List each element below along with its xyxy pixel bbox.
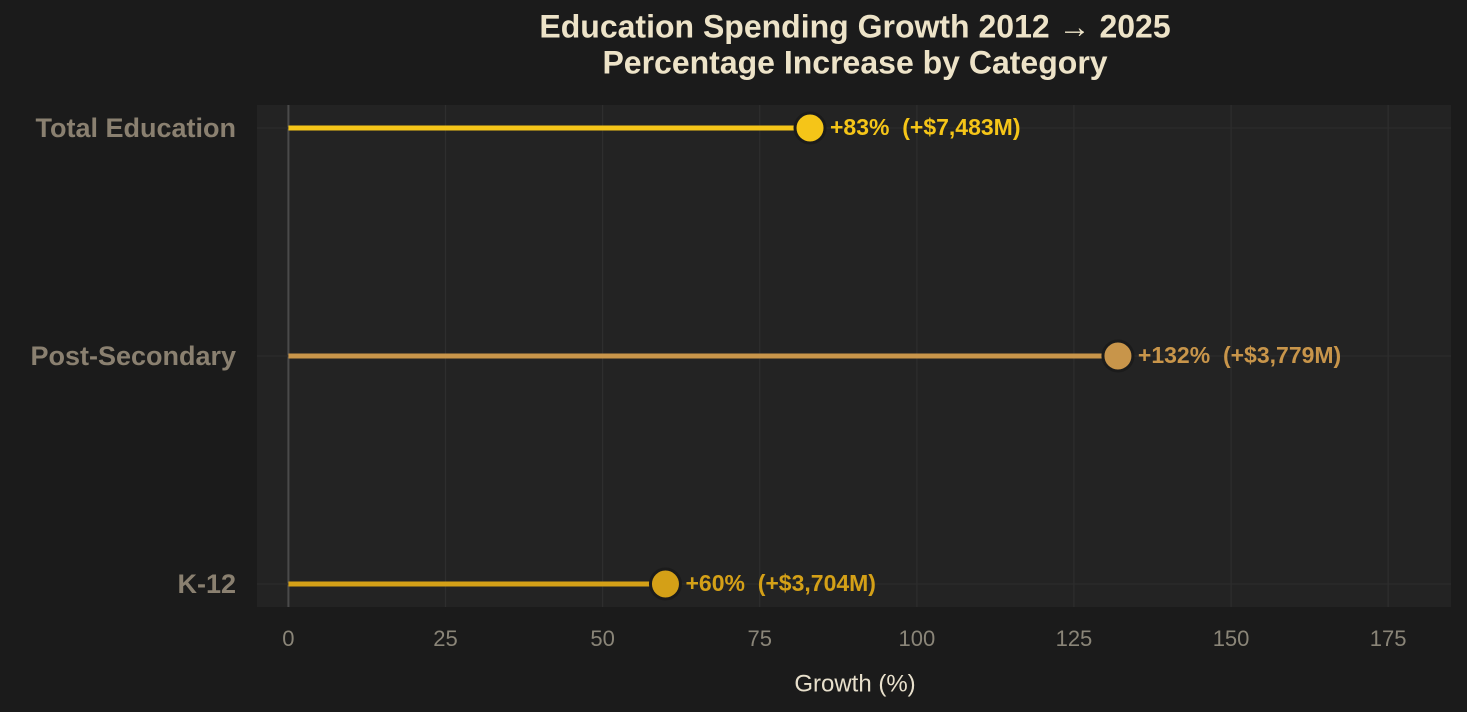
x-tick-label: 50: [590, 626, 614, 651]
x-tick-label: 0: [282, 626, 294, 651]
dot: [648, 567, 682, 601]
chart-subtitle: Percentage Increase by Category: [602, 44, 1107, 80]
y-tick-label: Total Education: [36, 113, 237, 143]
data-label: +83% (+$7,483M): [830, 114, 1021, 140]
x-axis-label: Growth (%): [794, 670, 915, 697]
x-tick-label: 75: [747, 626, 771, 651]
x-tick-label: 25: [433, 626, 457, 651]
dot: [1101, 339, 1135, 373]
data-label: +60% (+$3,704M): [685, 570, 876, 596]
y-tick-label: K-12: [177, 569, 236, 599]
x-tick-label: 175: [1370, 626, 1407, 651]
dot: [793, 111, 827, 145]
x-tick-label: 125: [1056, 626, 1093, 651]
x-tick-label: 150: [1213, 626, 1250, 651]
x-tick-label: 100: [898, 626, 935, 651]
y-tick-label: Post-Secondary: [30, 341, 236, 371]
chart-title: Education Spending Growth 2012 → 2025: [539, 8, 1170, 44]
data-label: +132% (+$3,779M): [1138, 342, 1341, 368]
